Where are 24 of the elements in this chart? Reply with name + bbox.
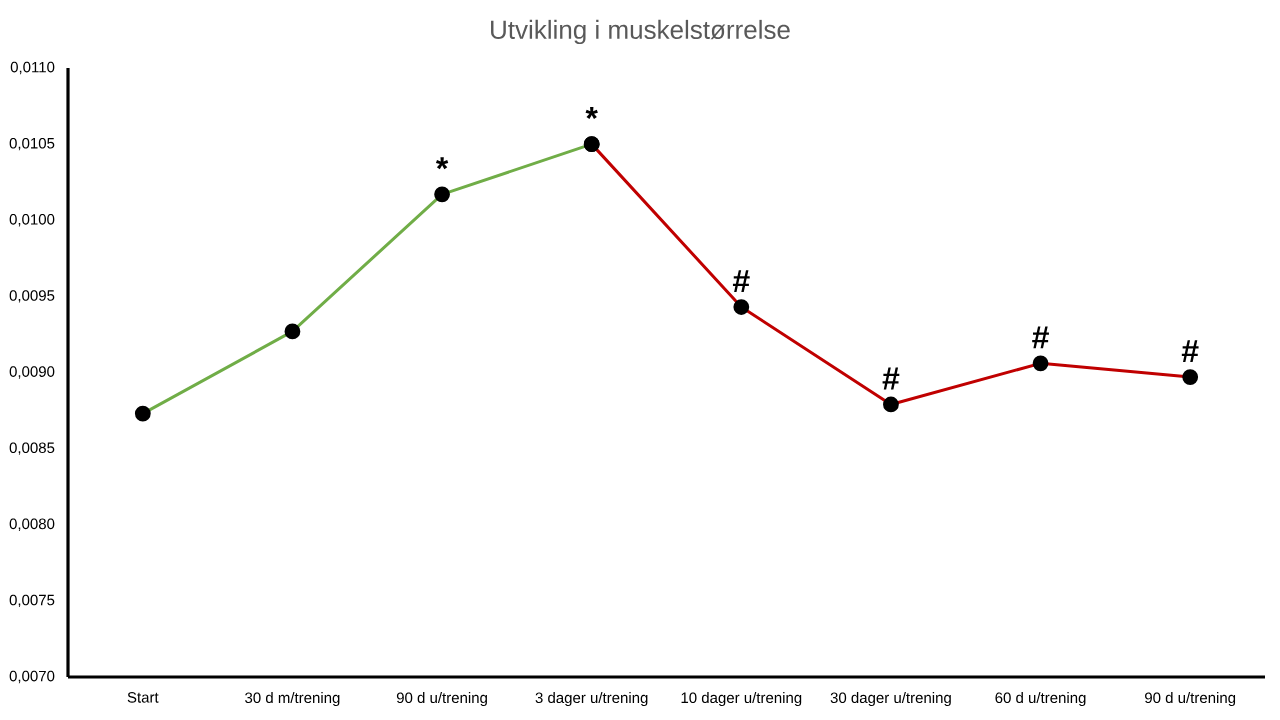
chart-title: Utvikling i muskelstørrelse [491, 19, 790, 45]
x-tick-label: 3 dager u/trening [535, 692, 648, 707]
y-tick-label: 0,0105 [9, 137, 55, 151]
y-tick-label: 0,0090 [9, 366, 55, 379]
x-tick-label: 10 dager u/trening [681, 692, 802, 707]
x-tick-label: 60 d u/trening [995, 692, 1086, 707]
y-tick-label: 0,0085 [9, 442, 55, 455]
x-tick-label: 90 d u/trening [396, 692, 487, 707]
x-tick-label: 90 d u/trening [1145, 692, 1236, 707]
annotation: # [1181, 340, 1199, 362]
annotation: # [1032, 326, 1049, 349]
x-tick-label: 30 dager u/trening [830, 692, 951, 707]
x-tick-label: 30 d m/trening [245, 692, 340, 707]
y-tick-label: 0,0095 [9, 290, 55, 303]
annotation: * [585, 107, 598, 119]
x-tick-label: Start [127, 692, 159, 703]
y-tick-label: 0,0080 [9, 518, 55, 531]
y-tick-label: 0,0070 [9, 670, 55, 684]
annotation: # [882, 367, 900, 390]
y-tick-label: 0,0110 [10, 61, 55, 75]
y-tick-label: 0,0075 [9, 594, 55, 608]
annotation: * [435, 157, 449, 170]
annotation: # [732, 270, 750, 292]
y-tick-label: 0,0100 [9, 214, 55, 227]
